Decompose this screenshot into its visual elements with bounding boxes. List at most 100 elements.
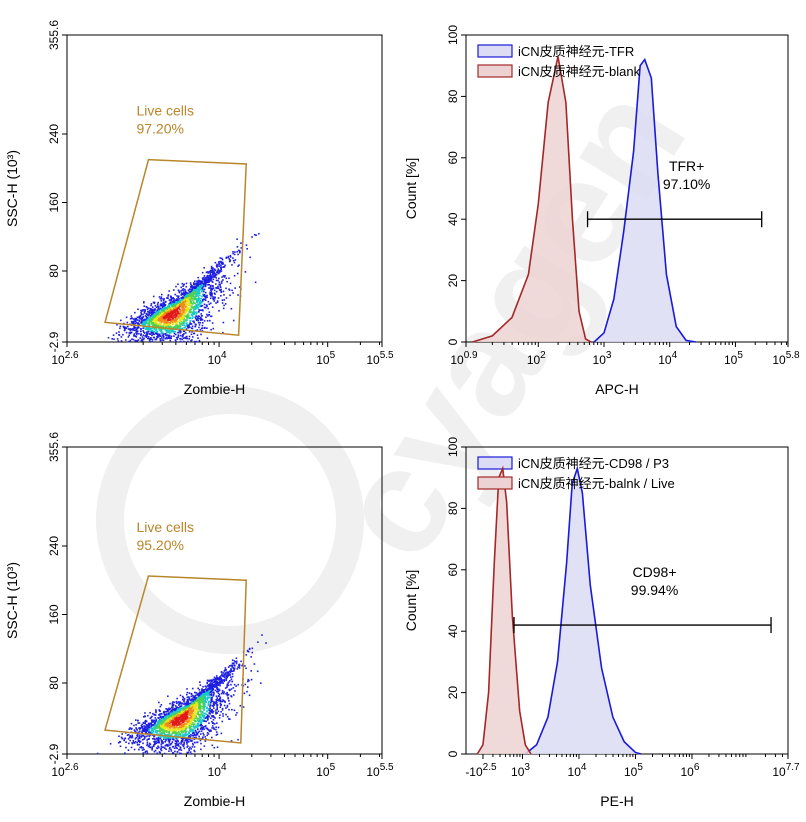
event-dot — [197, 286, 200, 289]
event-dot — [180, 312, 182, 315]
event-dot — [177, 727, 180, 729]
event-dot — [145, 321, 148, 324]
event-dot — [176, 324, 178, 327]
event-dot — [215, 276, 217, 279]
event-dot — [190, 283, 192, 286]
event-dot — [197, 294, 199, 297]
event-dot — [183, 321, 186, 324]
event-dot — [111, 338, 113, 340]
event-dot — [200, 313, 203, 315]
event-dot — [233, 667, 236, 670]
event-dot — [166, 308, 169, 311]
tick-label: 104 — [208, 762, 227, 779]
event-dot — [142, 715, 145, 718]
event-dot — [174, 325, 176, 328]
event-dot — [145, 331, 148, 334]
event-dot — [205, 306, 207, 309]
event-dot — [180, 734, 182, 736]
event-dot — [125, 327, 128, 330]
event-dot — [251, 236, 253, 238]
event-dot — [146, 728, 149, 731]
event-dot — [169, 329, 171, 332]
event-dot — [204, 685, 207, 688]
event-dot — [155, 313, 158, 315]
event-dot — [136, 316, 139, 319]
event-dot — [226, 685, 229, 687]
event-dot — [145, 726, 148, 728]
event-dot — [131, 328, 133, 331]
event-dot — [211, 281, 214, 283]
event-dot — [237, 294, 239, 296]
event-dot — [206, 320, 209, 322]
event-dot — [203, 294, 205, 297]
event-dot — [187, 722, 190, 724]
event-dot — [227, 684, 230, 686]
event-dot — [189, 718, 192, 721]
event-dot — [183, 300, 185, 302]
event-dot — [210, 694, 213, 696]
event-dot — [193, 730, 195, 732]
event-dot — [197, 300, 199, 302]
event-dot — [171, 315, 174, 318]
event-dot — [233, 274, 236, 277]
event-dot — [220, 268, 223, 271]
event-dot — [230, 678, 233, 680]
event-dot — [152, 312, 154, 314]
event-dot — [208, 722, 210, 724]
series-line — [593, 57, 697, 343]
event-dot — [134, 738, 137, 740]
event-dot — [181, 296, 184, 298]
event-dot — [163, 303, 165, 306]
event-dot — [183, 332, 185, 335]
event-dot — [210, 276, 213, 278]
event-dot — [217, 726, 220, 729]
event-dot — [217, 681, 220, 684]
event-dot — [224, 700, 226, 703]
event-dot — [199, 319, 202, 321]
event-dot — [190, 716, 193, 719]
event-dot — [235, 685, 237, 687]
event-dot — [163, 312, 166, 315]
event-dot — [212, 693, 215, 696]
event-dot — [196, 693, 199, 696]
event-dot — [153, 741, 156, 744]
event-dot — [219, 700, 222, 703]
event-dot — [147, 310, 149, 313]
event-dot — [125, 746, 127, 749]
event-dot — [221, 280, 223, 283]
event-dot — [197, 710, 199, 713]
event-dot — [143, 748, 145, 751]
event-dot — [189, 726, 192, 729]
event-dot — [190, 323, 192, 325]
event-dot — [185, 727, 188, 729]
event-dot — [221, 673, 223, 676]
event-dot — [148, 320, 150, 322]
event-dot — [228, 674, 230, 677]
event-dot — [140, 309, 142, 312]
event-dot — [193, 723, 196, 725]
event-dot — [218, 281, 221, 283]
event-dot — [148, 337, 151, 340]
event-dot — [150, 729, 153, 732]
event-dot — [226, 691, 228, 694]
event-dot — [212, 267, 214, 270]
event-dot — [152, 720, 155, 723]
event-dot — [147, 726, 150, 729]
event-dot — [189, 323, 191, 325]
event-dot — [188, 317, 190, 320]
event-dot — [184, 325, 187, 328]
event-dot — [209, 704, 212, 706]
event-dot — [231, 670, 234, 673]
event-dot — [225, 668, 227, 671]
event-dot — [178, 723, 180, 725]
event-dot — [167, 311, 170, 313]
event-dot — [143, 331, 145, 334]
event-dot — [133, 329, 136, 331]
legend-label: iCN皮质神经元-TFR — [518, 44, 634, 59]
event-dot — [179, 735, 182, 738]
event-dot — [138, 743, 140, 746]
event-dot — [168, 332, 171, 334]
event-dot — [191, 311, 193, 313]
event-dot — [168, 299, 171, 301]
event-dot — [194, 295, 196, 298]
